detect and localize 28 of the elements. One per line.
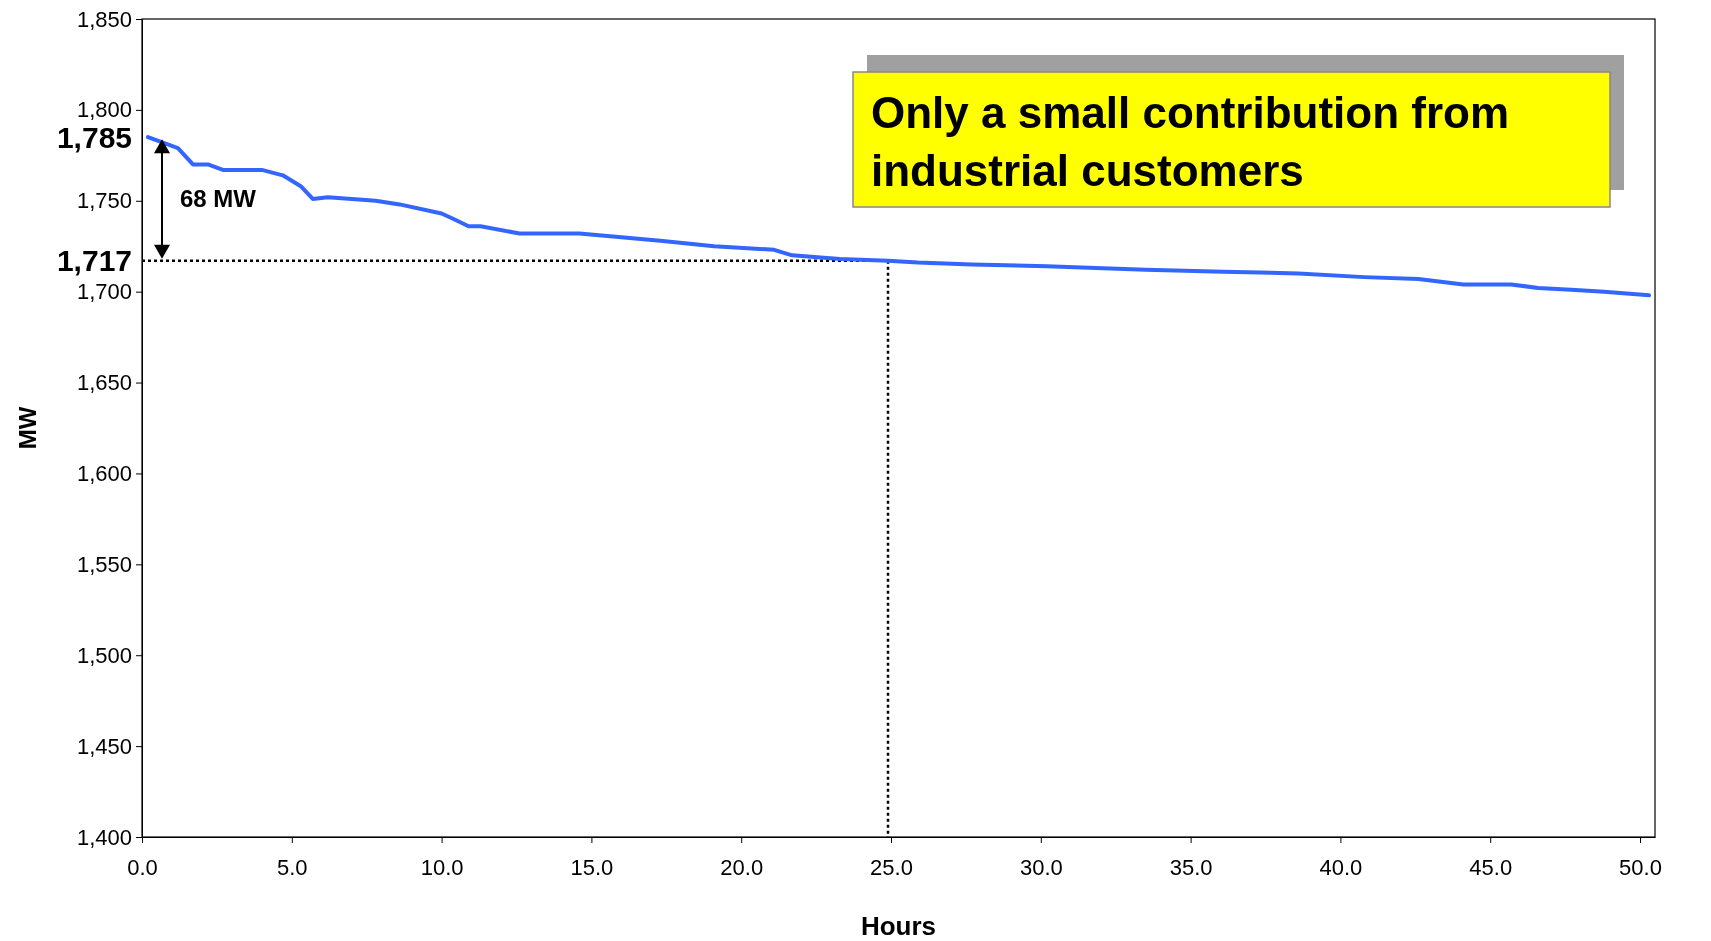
y-tick-label: 1,600 bbox=[76, 460, 132, 486]
y-tick-label: 1,750 bbox=[76, 188, 132, 214]
x-tick-label: 10.0 bbox=[420, 854, 464, 880]
x-tick-label: 5.0 bbox=[277, 854, 308, 880]
x-tick-label: 35.0 bbox=[1169, 854, 1213, 880]
y-tick-label: 1,850 bbox=[76, 6, 132, 32]
annotation: 68 MW bbox=[180, 184, 257, 212]
x-tick-label: 15.0 bbox=[570, 854, 614, 880]
x-tick-label: 40.0 bbox=[1319, 854, 1363, 880]
x-tick-label: 20.0 bbox=[720, 854, 764, 880]
x-tick-label: 25.0 bbox=[870, 854, 913, 880]
y-axis-title: MW bbox=[14, 406, 41, 450]
x-tick-label: 45.0 bbox=[1469, 854, 1513, 880]
annotation: Only a small contribution from industrial customers bbox=[871, 88, 1510, 195]
line-series bbox=[145, 135, 1652, 298]
x-tick-label: 30.0 bbox=[1019, 854, 1063, 880]
text: 1,785 bbox=[56, 121, 132, 155]
x-tick-label: 0.0 bbox=[127, 854, 158, 880]
y-tick-label: 1,800 bbox=[76, 97, 132, 123]
y-tick-label: 1,700 bbox=[76, 279, 132, 305]
y-tick-label: 1,500 bbox=[76, 642, 132, 668]
y-tick-label: 1,550 bbox=[76, 551, 132, 577]
x-tick-label: 50.0 bbox=[1619, 854, 1662, 880]
y-tick-label: 1,450 bbox=[76, 733, 132, 759]
y-tick-label: 1,400 bbox=[76, 824, 132, 850]
x-axis-title: Hours bbox=[860, 911, 937, 941]
y-tick-label: 1,650 bbox=[76, 370, 132, 396]
ref-line-label: 1,717 bbox=[56, 243, 132, 277]
